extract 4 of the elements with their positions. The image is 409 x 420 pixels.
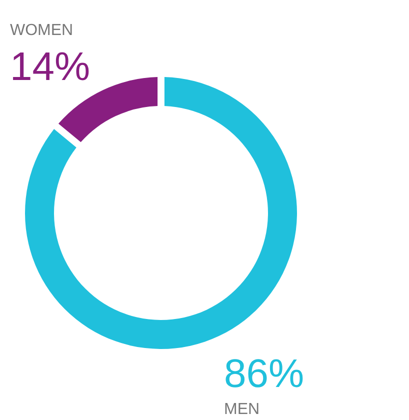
slice-label: WOMEN [10,22,74,39]
data-label: 86% [224,352,304,396]
slice-label: MEN [224,401,260,418]
data-label: 14% [10,45,90,89]
